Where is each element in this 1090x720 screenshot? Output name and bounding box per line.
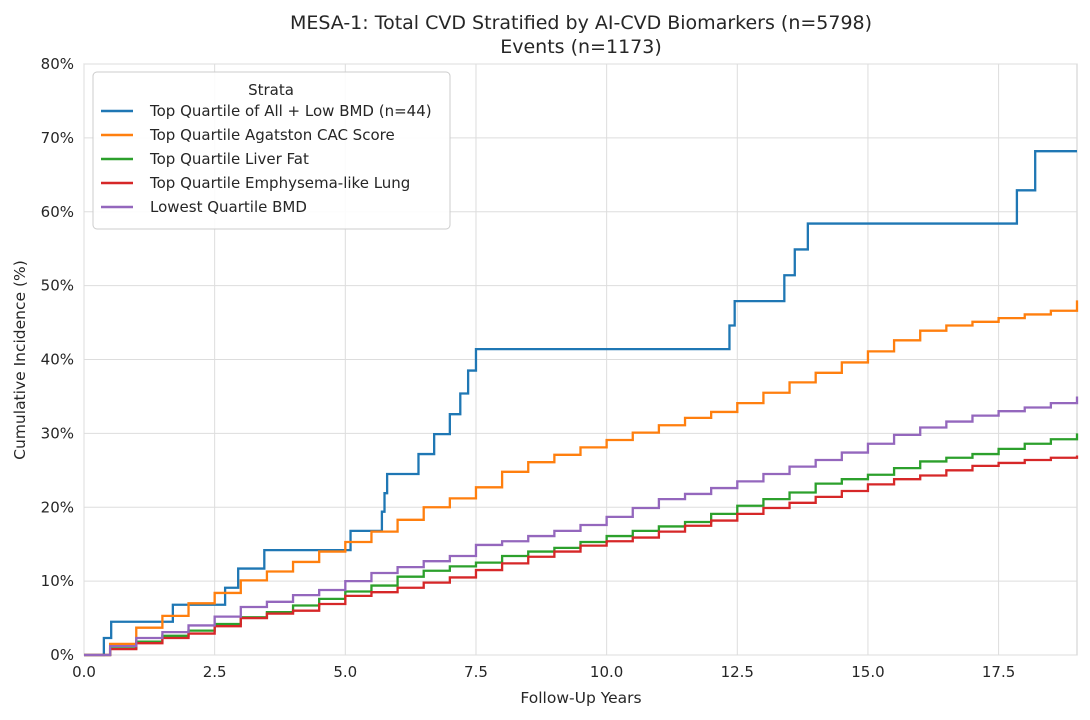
legend-entry-label: Lowest Quartile BMD	[150, 198, 307, 216]
series-line-4	[84, 455, 1079, 657]
legend-title: Strata	[248, 81, 294, 99]
y-tick-label: 70%	[41, 129, 74, 147]
y-tick-label: 20%	[41, 498, 74, 516]
chart-title-line2: Events (n=1173)	[500, 36, 662, 58]
x-axis-label: Follow-Up Years	[520, 689, 641, 707]
y-axis-label: Cumulative Incidence (%)	[11, 260, 29, 460]
y-tick-label: 30%	[41, 424, 74, 442]
y-tick-label: 60%	[41, 203, 74, 221]
y-tick-label: 10%	[41, 572, 74, 590]
x-tick-label: 10.0	[590, 663, 623, 681]
x-tick-label: 12.5	[721, 663, 754, 681]
legend-entry-label: Top Quartile of All + Low BMD (n=44)	[149, 102, 432, 120]
series-line-5	[84, 396, 1079, 657]
series-line-2	[84, 300, 1079, 657]
chart-title-line1: MESA-1: Total CVD Stratified by AI-CVD B…	[290, 12, 872, 34]
legend-entry-label: Top Quartile Emphysema-like Lung	[149, 174, 410, 192]
y-tick-label: 80%	[41, 55, 74, 73]
x-tick-label: 2.5	[203, 663, 227, 681]
y-tick-label: 50%	[41, 277, 74, 295]
legend-box	[92, 71, 451, 230]
x-tick-label: 5.0	[333, 663, 357, 681]
legend: Strata Top Quartile of All + Low BMD (n=…	[92, 71, 451, 230]
legend-entry-label: Top Quartile Liver Fat	[149, 150, 309, 168]
series-layer	[84, 150, 1079, 657]
series-line-1	[84, 150, 1077, 657]
x-tick-label: 15.0	[851, 663, 884, 681]
tick-layer: 0.0 2.5 5.0 7.5 10.0 12.5 15.0 17.5 0% 10% 20% 30% 4…	[41, 55, 1016, 681]
x-tick-label: 0.0	[72, 663, 96, 681]
x-tick-label: 7.5	[464, 663, 488, 681]
x-tick-label: 17.5	[982, 663, 1015, 681]
legend-entry-label: Top Quartile Agatston CAC Score	[149, 126, 395, 144]
y-tick-label: 40%	[41, 351, 74, 369]
y-tick-label: 0%	[50, 646, 74, 664]
